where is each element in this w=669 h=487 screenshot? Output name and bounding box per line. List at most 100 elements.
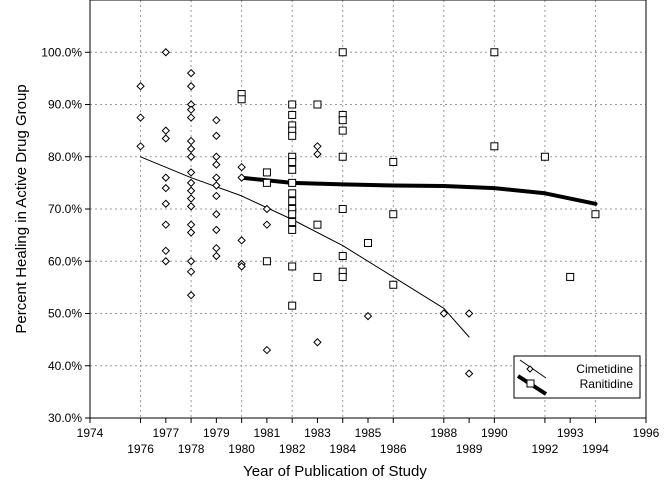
x-axis-title: Year of Publication of Study — [243, 463, 427, 480]
legend-label-cimetidine: Cimetidine — [576, 362, 633, 376]
point-ranitidine — [288, 131, 297, 140]
point-cimetidine — [186, 144, 196, 154]
point-cimetidine — [186, 228, 196, 237]
point-ranitidine — [338, 252, 347, 261]
point-ranitidine — [237, 95, 246, 104]
x-tick-label: 1993 — [557, 426, 584, 440]
x-tick-label: 1983 — [304, 426, 331, 440]
y-tick-label: 70.0% — [48, 202, 82, 216]
x-tick-label: 1986 — [380, 442, 407, 456]
x-tick-label: 1981 — [254, 426, 281, 440]
point-cimetidine — [212, 181, 221, 190]
point-ranitidine — [338, 152, 347, 161]
point-cimetidine — [186, 168, 196, 177]
point-cimetidine — [186, 82, 196, 91]
y-tick-label: 60.0% — [48, 254, 82, 268]
point-cimetidine — [212, 191, 221, 201]
point-ranitidine — [288, 100, 297, 109]
point-ranitidine — [288, 218, 297, 227]
point-ranitidine — [262, 257, 271, 266]
point-cimetidine — [186, 178, 196, 188]
point-cimetidine — [186, 136, 196, 146]
point-cimetidine — [186, 152, 196, 161]
point-cimetidine — [161, 126, 171, 135]
x-tick-label: 1979 — [203, 426, 230, 440]
point-ranitidine — [288, 197, 297, 206]
point-cimetidine — [212, 173, 221, 182]
x-tick-label: 1976 — [127, 442, 154, 456]
point-cimetidine — [161, 199, 171, 208]
point-ranitidine — [338, 48, 347, 57]
point-cimetidine — [212, 243, 221, 253]
y-axis-title: Percent Healing in Active Drug Group — [13, 84, 30, 333]
point-cimetidine — [212, 160, 221, 169]
point-ranitidine — [313, 272, 322, 281]
point-cimetidine — [161, 220, 171, 229]
point-ranitidine — [338, 205, 347, 213]
x-tick-label: 1985 — [355, 426, 382, 440]
legend-marker-ranitidine — [526, 379, 535, 388]
fit-lines — [140, 156, 598, 338]
x-tick-label: 1982 — [279, 442, 306, 456]
legend-item-cimetidine: Cimetidine — [519, 359, 633, 379]
legend-marker-cimetidine — [526, 365, 534, 373]
y-tick-label: 50.0% — [48, 307, 82, 321]
point-cimetidine — [186, 202, 196, 211]
point-cimetidine — [161, 246, 171, 256]
point-cimetidine — [212, 152, 221, 161]
point-cimetidine — [186, 105, 196, 114]
point-ranitidine — [288, 301, 297, 310]
point-cimetidine — [313, 142, 322, 151]
point-cimetidine — [237, 236, 246, 245]
point-cimetidine — [161, 183, 171, 193]
point-ranitidine — [389, 157, 398, 166]
point-ranitidine — [288, 165, 297, 174]
point-ranitidine — [338, 116, 347, 125]
x-tick-label: 1977 — [152, 426, 179, 440]
point-cimetidine — [186, 68, 196, 78]
y-tick-label: 30.0% — [48, 411, 82, 425]
point-ranitidine — [288, 178, 297, 187]
point-ranitidine — [313, 220, 322, 229]
point-cimetidine — [161, 134, 171, 143]
x-tick-label: 1980 — [228, 442, 255, 456]
point-cimetidine — [212, 115, 221, 125]
point-cimetidine — [212, 131, 221, 141]
x-tick-label: 1984 — [329, 442, 356, 456]
point-cimetidine — [464, 369, 474, 378]
point-cimetidine — [313, 149, 322, 159]
point-cimetidine — [186, 113, 196, 122]
point-cimetidine — [363, 311, 373, 321]
point-ranitidine — [288, 189, 297, 198]
point-cimetidine — [212, 210, 221, 219]
point-cimetidine — [136, 113, 145, 122]
data-points — [136, 48, 600, 378]
point-cimetidine — [262, 345, 272, 355]
point-cimetidine — [186, 257, 196, 266]
point-ranitidine — [288, 210, 297, 219]
point-ranitidine — [288, 110, 297, 119]
legend-label-ranitidine: Ranitidine — [580, 377, 634, 391]
point-cimetidine — [237, 262, 246, 271]
x-tick-label: 1994 — [582, 442, 609, 456]
point-ranitidine — [389, 280, 398, 289]
y-tick-label: 80.0% — [48, 150, 82, 164]
point-cimetidine — [186, 194, 196, 203]
y-axis: 30.0% 40.0% 50.0% 60.0% 70.0% 80.0% 90.0% 100.0… — [41, 45, 90, 425]
point-ranitidine — [389, 210, 398, 219]
fit-line-ranitidine — [239, 175, 598, 206]
point-cimetidine — [212, 251, 221, 261]
point-cimetidine — [313, 338, 322, 347]
legend-box — [513, 355, 641, 399]
point-cimetidine — [161, 48, 171, 57]
point-cimetidine — [464, 309, 474, 318]
x-tick-label: 1978 — [178, 442, 205, 456]
legend: Cimetidine Ranitidine — [513, 355, 641, 399]
point-ranitidine — [313, 100, 322, 109]
x-axis: 1974 1976 1977 1978 1979 1980 1981 1982 1983 1984… — [77, 418, 660, 456]
point-cimetidine — [136, 142, 145, 151]
point-cimetidine — [161, 257, 171, 266]
legend-item-ranitidine: Ranitidine — [516, 374, 634, 396]
point-ranitidine — [262, 178, 271, 187]
